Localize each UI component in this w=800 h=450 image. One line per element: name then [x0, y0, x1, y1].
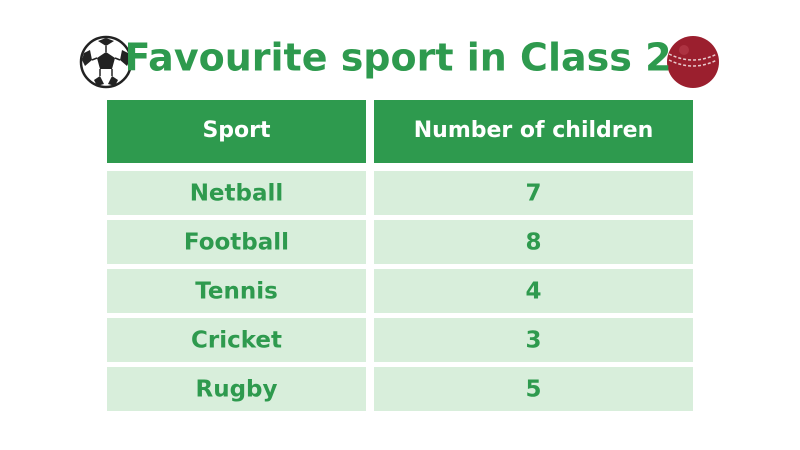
- header-text: Sport: [202, 118, 271, 143]
- cell: [374, 269, 693, 313]
- table: Sport Number of children Netball 7 Football 8…: [107, 100, 693, 411]
- cell-text: 8: [525, 230, 541, 256]
- cell: [107, 367, 366, 411]
- header-cell: [374, 100, 693, 163]
- cell: [107, 171, 366, 215]
- cell: [374, 171, 693, 215]
- cell: [374, 367, 693, 411]
- cell-text: Rugby: [195, 377, 277, 403]
- cell-text: 7: [525, 181, 541, 207]
- cell-text: Cricket: [191, 328, 282, 354]
- cell: [107, 318, 366, 362]
- cell-text: 3: [525, 328, 541, 354]
- cricket-ball-icon: [667, 36, 719, 88]
- header-text: Number of children: [414, 118, 654, 143]
- cell: [107, 220, 366, 264]
- cell-text: Tennis: [195, 279, 278, 305]
- title: Favourite sport in Class 2: [124, 36, 671, 80]
- cell-text: 4: [525, 279, 541, 305]
- cell: [107, 269, 366, 313]
- cell: [374, 220, 693, 264]
- cell: [374, 318, 693, 362]
- cell-text: Netball: [190, 181, 284, 207]
- cell-text: Football: [184, 230, 289, 256]
- cell-text: 5: [525, 377, 541, 403]
- football-icon: [79, 35, 133, 89]
- header-cell: [107, 100, 366, 163]
